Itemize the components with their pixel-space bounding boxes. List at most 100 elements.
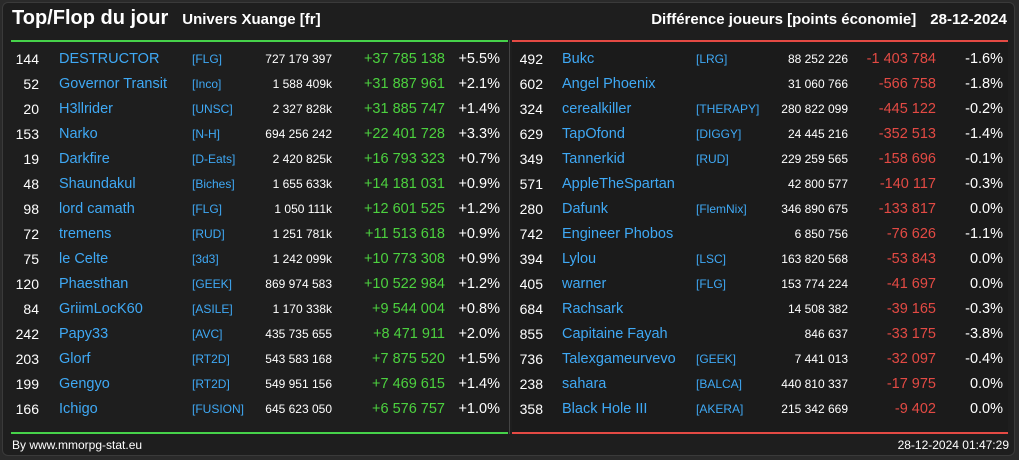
guild-tag-link[interactable]: [THERAPY] [696,102,760,116]
points-difference: -39 165 [886,301,936,317]
player-rank: 166 [15,401,39,417]
guild-tag-link[interactable]: [FlemNix] [696,202,747,216]
player-rank: 75 [23,251,39,267]
points-difference: +14 181 031 [363,176,445,192]
player-name-link[interactable]: Angel Phoenix [562,76,656,92]
guild-tag-link[interactable]: [ASILE] [192,302,233,316]
player-name-link[interactable]: Gengyo [59,376,110,392]
guild-tag-link[interactable]: [FLG] [192,202,223,216]
player-name-link[interactable]: Rachsark [562,301,624,317]
player-rank: 120 [15,276,39,292]
player-rank: 242 [15,326,39,342]
top-row: 52 Governor Transit [Inco] 1 588 409k +31 88… [11,72,508,97]
guild-tag-link[interactable]: [RUD] [192,227,225,241]
player-name-link[interactable]: TapOfond [562,126,625,142]
percent-change: +0.9% [458,176,500,192]
footer: By www.mmorpg-stat.eu 28-12-2024 01:47:2… [12,438,1009,454]
player-name-link[interactable]: Darkfire [59,151,110,167]
player-name-link[interactable]: Talexgameurvevo [562,351,676,367]
percent-change: -0.3% [965,301,1003,317]
percent-change: +1.4% [458,101,500,117]
universe-subtitle: Univers Xuange [fr] [182,11,321,28]
player-name-link[interactable]: le Celte [59,251,109,267]
player-points: 6 850 756 [794,227,848,241]
guild-tag-link[interactable]: [GEEK] [192,277,233,291]
guild-tag-link[interactable]: [Biches] [192,177,235,191]
top-row: 144 DESTRUCTOR [FLG] 727 179 397 +37 785 138… [11,47,508,72]
guild-tag-link[interactable]: [AKERA] [696,402,744,416]
guild-tag-link[interactable]: [FLG] [696,277,727,291]
flop-row: 349 Tannerkid [RUD] 229 259 565 -158 696 -0.1… [512,147,1008,172]
guild-tag-link[interactable]: [GEEK] [696,352,737,366]
percent-change: +2.0% [458,326,500,342]
points-difference: -41 697 [886,276,936,292]
guild-tag-link[interactable]: [Inco] [192,77,222,91]
top-panel-bottom-bar [11,432,508,434]
player-name-link[interactable]: Papy33 [59,326,109,342]
points-difference: +10 773 308 [363,251,445,267]
player-points: 346 890 675 [781,202,848,216]
points-difference: +7 469 615 [372,376,445,392]
percent-change: +1.2% [458,201,500,217]
player-name-link[interactable]: cerealkiller [562,101,632,117]
player-name-link[interactable]: Glorf [59,351,91,367]
player-name-link[interactable]: Phaesthan [59,276,129,292]
player-name-link[interactable]: Engineer Phobos [562,226,674,242]
player-rank: 394 [519,251,543,267]
percent-change: 0.0% [969,251,1003,267]
percent-change: -0.3% [965,176,1003,192]
player-name-link[interactable]: Dafunk [562,201,608,217]
guild-tag-link[interactable]: [RUD] [696,152,729,166]
player-name-link[interactable]: warner [562,276,607,292]
top-row: 199 Gengyo [RT2D] 549 951 156 +7 469 615 +1.4… [11,372,508,397]
guild-tag-link[interactable]: [FUSION] [192,402,245,416]
player-points: 1 170 338k [272,302,332,316]
guild-tag-link[interactable]: [FLG] [192,52,223,66]
player-name-link[interactable]: tremens [59,226,112,242]
guild-tag-link[interactable]: [N-H] [192,127,220,141]
player-points: 1 655 633k [272,177,332,191]
guild-tag-link[interactable]: [D-Eats] [192,152,236,166]
player-rank: 855 [519,326,543,342]
guild-tag-link[interactable]: [AVC] [192,327,223,341]
player-name-link[interactable]: Shaundakul [59,176,136,192]
player-name-link[interactable]: AppleTheSpartan [562,176,675,192]
guild-tag-link[interactable]: [LSC] [696,252,727,266]
flop-row: 602 Angel Phoenix 31 060 766 -566 758 -1.8% [512,72,1008,97]
flop-row: 736 Talexgameurvevo [GEEK] 7 441 013 -32 097… [512,347,1008,372]
guild-tag-link[interactable]: [RT2D] [192,377,230,391]
player-name-link[interactable]: lord camath [59,201,135,217]
points-difference: -1 403 784 [866,51,936,67]
guild-tag-link[interactable]: [DIGGY] [696,127,742,141]
player-name-link[interactable]: DESTRUCTOR [59,51,160,67]
guild-tag-link[interactable]: [UNSC] [192,102,233,116]
player-name-link[interactable]: Narko [59,126,98,142]
guild-tag-link[interactable]: [RT2D] [192,352,230,366]
player-name-link[interactable]: Bukc [562,51,595,67]
player-points: 153 774 224 [781,277,848,291]
player-name-link[interactable]: Tannerkid [562,151,625,167]
flop-panel-top-bar [512,40,1008,42]
player-name-link[interactable]: Ichigo [59,401,98,417]
top-row: 98 lord camath [FLG] 1 050 111k +12 601 525 +… [11,197,508,222]
top-row: 20 H3llrider [UNSC] 2 327 828k +31 885 747 +1… [11,97,508,122]
player-rank: 349 [519,151,543,167]
player-name-link[interactable]: sahara [562,376,607,392]
guild-tag-link[interactable]: [BALCA] [696,377,743,391]
player-name-link[interactable]: H3llrider [59,101,113,117]
guild-tag-link[interactable]: [LRG] [696,52,728,66]
player-points: 435 735 655 [265,327,332,341]
player-rank: 203 [15,351,39,367]
player-name-link[interactable]: Governor Transit [59,76,167,92]
flop-row: 358 Black Hole III [AKERA] 215 342 669 -9 40… [512,397,1008,422]
top-row: 84 GriimLocK60 [ASILE] 1 170 338k +9 544 004… [11,297,508,322]
player-name-link[interactable]: Capitaine Fayah [562,326,668,342]
points-difference: +6 576 757 [372,401,445,417]
flop-panel-bottom-bar [512,432,1008,434]
player-points: 42 800 577 [787,177,848,191]
player-name-link[interactable]: Black Hole III [562,401,648,417]
guild-tag-link[interactable]: [3d3] [192,252,219,266]
player-name-link[interactable]: Lylou [562,251,597,267]
flop-row: 394 Lylou [LSC] 163 820 568 -53 843 0.0% [512,247,1008,272]
player-name-link[interactable]: GriimLocK60 [59,301,143,317]
